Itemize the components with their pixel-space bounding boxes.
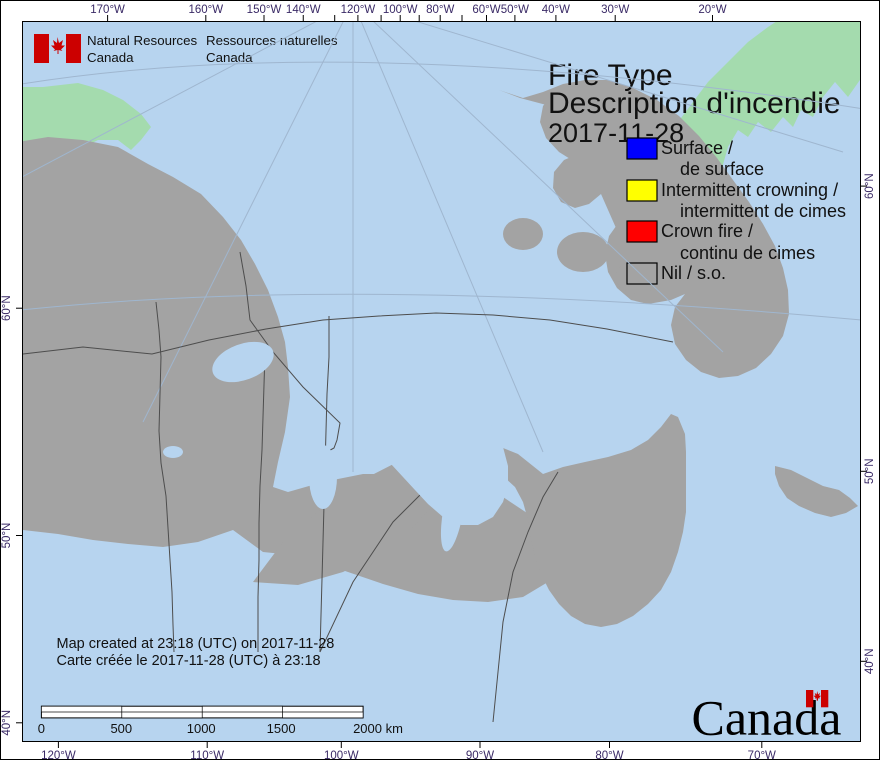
svg-text:Ressources naturelles: Ressources naturelles: [206, 33, 338, 48]
svg-text:60°W: 60°W: [472, 4, 500, 16]
svg-text:Nil / s.o.: Nil / s.o.: [661, 263, 726, 283]
svg-text:50°N: 50°N: [864, 458, 876, 484]
svg-text:continu de cimes: continu de cimes: [680, 243, 815, 263]
svg-text:0: 0: [38, 721, 45, 736]
svg-text:30°W: 30°W: [601, 4, 629, 16]
svg-text:500: 500: [110, 721, 132, 736]
svg-text:170°W: 170°W: [90, 4, 125, 16]
svg-text:140°W: 140°W: [286, 4, 321, 16]
svg-text:120°W: 120°W: [41, 750, 76, 761]
svg-text:Map created at 23:18 (UTC) on: Map created at 23:18 (UTC) on 2017-11-28: [57, 636, 335, 652]
svg-text:Intermittent crowning /: Intermittent crowning /: [661, 180, 838, 200]
svg-text:160°W: 160°W: [188, 4, 223, 16]
svg-text:40°W: 40°W: [542, 4, 570, 16]
svg-text:60°N: 60°N: [864, 173, 876, 199]
svg-text:40°N: 40°N: [864, 648, 876, 674]
svg-text:Canada: Canada: [206, 50, 253, 65]
svg-text:20°W: 20°W: [698, 4, 726, 16]
svg-text:50°N: 50°N: [1, 523, 13, 549]
svg-text:Canada: Canada: [87, 50, 134, 65]
svg-text:110°W: 110°W: [190, 750, 224, 761]
svg-text:Crown fire /: Crown fire /: [661, 221, 753, 241]
svg-text:1000: 1000: [187, 721, 216, 736]
svg-text:intermittent de cimes: intermittent de cimes: [680, 201, 846, 221]
svg-text:50°W: 50°W: [501, 4, 529, 16]
svg-text:2000 km: 2000 km: [353, 721, 403, 736]
svg-text:Carte créée le 2017-11-28 (UTC: Carte créée le 2017-11-28 (UTC) à 23:18: [57, 653, 321, 669]
svg-text:80°W: 80°W: [595, 750, 623, 761]
svg-text:150°W: 150°W: [247, 4, 282, 16]
svg-text:70°W: 70°W: [748, 750, 776, 761]
svg-text:90°W: 90°W: [466, 750, 494, 761]
svg-text:Description d'incendie: Description d'incendie: [548, 87, 841, 120]
svg-text:120°W: 120°W: [341, 4, 376, 16]
svg-text:de surface: de surface: [680, 159, 764, 179]
svg-text:80°W: 80°W: [426, 4, 454, 16]
svg-text:Surface /: Surface /: [661, 138, 733, 158]
svg-text:40°N: 40°N: [1, 710, 13, 736]
svg-text:60°N: 60°N: [1, 295, 13, 321]
svg-text:100°W: 100°W: [383, 4, 418, 16]
svg-text:100°W: 100°W: [324, 750, 359, 761]
svg-text:1500: 1500: [267, 721, 296, 736]
svg-text:Natural Resources: Natural Resources: [87, 33, 197, 48]
